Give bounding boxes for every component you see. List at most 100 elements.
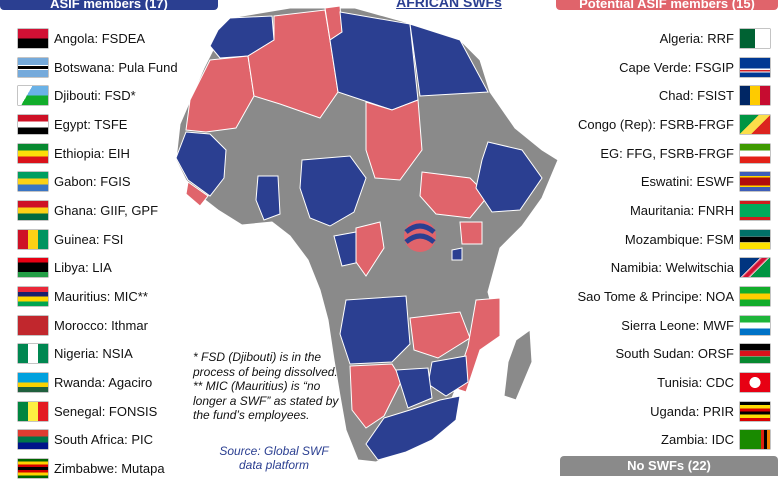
list-item-label: Zambia: IDC (661, 432, 734, 448)
flag-congo-icon (740, 114, 770, 134)
flag-namibia-icon (740, 258, 770, 278)
list-item: EG: FFG, FSRB-FRGF (577, 139, 770, 168)
list-item: South Sudan: ORSF (577, 340, 770, 369)
africa-map (175, 5, 559, 463)
asif-members-header: ASIF members (17) (0, 0, 218, 10)
flag-uganda-icon (740, 401, 770, 421)
list-item-label: Algeria: RRF (659, 30, 734, 46)
list-item-label: Mauritius: MIC** (54, 289, 148, 305)
list-item: Namibia: Welwitschia (577, 254, 770, 283)
region-uganda (459, 221, 483, 245)
flag-mozambique-icon (740, 229, 770, 249)
list-item-label: Namibia: Welwitschia (610, 260, 734, 276)
list-item-label: Congo (Rep): FSRB-FRGF (577, 116, 734, 132)
flag-equatorial-guinea-icon (740, 143, 770, 163)
list-item-label: Mauritania: FNRH (629, 202, 734, 218)
list-item-label: Guinea: FSI (54, 231, 124, 247)
region-ethiopia (475, 141, 543, 213)
list-item: Senegal: FONSIS (18, 397, 178, 426)
region-madagascar (503, 329, 533, 401)
flag-sierra-leone-icon (740, 315, 770, 335)
region-namibia (349, 363, 403, 429)
list-item-label: South Sudan: ORSF (615, 346, 734, 362)
flag-morocco-icon (18, 315, 48, 335)
list-item: Tunisia: CDC (577, 368, 770, 397)
list-item: Sierra Leone: MWF (577, 311, 770, 340)
list-item: Sao Tome & Principe: NOA (577, 282, 770, 311)
flag-zimbabwe-icon (18, 459, 48, 479)
list-item-label: Gabon: FGIS (54, 174, 131, 190)
source-note: Source: Global SWF data platform (219, 444, 329, 472)
asif-emblem (404, 220, 436, 252)
footnotes: * FSD (Djibouti) is in the process of be… (193, 350, 353, 423)
flag-south-africa-icon (18, 430, 48, 450)
asif-members-list: Angola: FSDEA Botswana: Pula Fund Djibouti… (18, 24, 178, 483)
flag-nigeria-icon (18, 344, 48, 364)
list-item: Mauritius: MIC** (18, 282, 178, 311)
list-item: Libya: LIA (18, 254, 178, 283)
list-item-label: Djibouti: FSD* (54, 88, 136, 104)
list-item: Zambia: IDC (577, 426, 770, 455)
flag-djibouti-icon (18, 86, 48, 106)
region-zambia (409, 311, 471, 359)
region-botswana (395, 367, 433, 409)
list-item: Zimbabwe: Mutapa (18, 454, 178, 483)
region-chad (365, 99, 423, 181)
list-item-label: Zimbabwe: Mutapa (54, 461, 165, 477)
list-item-label: Nigeria: NSIA (54, 346, 133, 362)
list-item: Morocco: Ithmar (18, 311, 178, 340)
region-congo (355, 221, 385, 277)
list-item: Mozambique: FSM (577, 225, 770, 254)
region-rwanda (451, 247, 463, 261)
list-item: Algeria: RRF (577, 24, 770, 53)
list-item: Nigeria: NSIA (18, 340, 178, 369)
region-angola (339, 295, 411, 365)
flag-algeria-icon (740, 28, 770, 48)
list-item: Djibouti: FSD* (18, 81, 178, 110)
region-west-coast-members (175, 131, 227, 197)
flag-eswatini-icon (740, 172, 770, 192)
region-south-africa (365, 395, 461, 461)
potential-members-list: Algeria: RRF Cape Verde: FSGIP Chad: FSIST… (577, 24, 770, 454)
list-item: Eswatini: ESWF (577, 167, 770, 196)
list-item: Gabon: FGIS (18, 167, 178, 196)
flag-chad-icon (740, 86, 770, 106)
flag-sao-tome-icon (740, 287, 770, 307)
list-item: Botswana: Pula Fund (18, 53, 178, 82)
list-item-label: Eswatini: ESWF (640, 174, 734, 190)
flag-botswana-icon (18, 57, 48, 77)
region-sierra-leone (185, 181, 209, 207)
flag-south-sudan-icon (740, 344, 770, 364)
list-item-label: Chad: FSIST (658, 88, 734, 104)
list-item: Ghana: GIIF, GPF (18, 196, 178, 225)
region-south-sudan (419, 171, 489, 219)
list-item-label: Uganda: PRIR (650, 403, 734, 419)
list-item: Angola: FSDEA (18, 24, 178, 53)
region-nigeria (299, 155, 367, 227)
list-item-label: Ethiopia: EIH (54, 145, 130, 161)
list-item-label: Senegal: FONSIS (54, 403, 158, 419)
flag-mauritius-icon (18, 287, 48, 307)
region-egypt (409, 23, 489, 97)
flag-libya-icon (18, 258, 48, 278)
flag-ethiopia-icon (18, 143, 48, 163)
list-item: South Africa: PIC (18, 426, 178, 455)
list-item-label: Mozambique: FSM (624, 231, 734, 247)
region-ghana (255, 175, 281, 221)
flag-tunisia-icon (740, 373, 770, 393)
list-item-label: EG: FFG, FSRB-FRGF (600, 145, 734, 161)
flag-senegal-icon (18, 401, 48, 421)
list-item-label: Sierra Leone: MWF (621, 317, 734, 333)
list-item-label: Ghana: GIIF, GPF (54, 202, 159, 218)
flag-angola-icon (18, 28, 48, 48)
flag-gabon-icon (18, 172, 48, 192)
list-item-label: Botswana: Pula Fund (54, 59, 178, 75)
potential-members-header: Potential ASIF members (15) (556, 0, 778, 10)
flag-ghana-icon (18, 200, 48, 220)
flag-egypt-icon (18, 114, 48, 134)
list-item: Uganda: PRIR (577, 397, 770, 426)
flag-rwanda-icon (18, 373, 48, 393)
list-item-label: Libya: LIA (54, 260, 112, 276)
list-item: Guinea: FSI (18, 225, 178, 254)
flag-guinea-icon (18, 229, 48, 249)
